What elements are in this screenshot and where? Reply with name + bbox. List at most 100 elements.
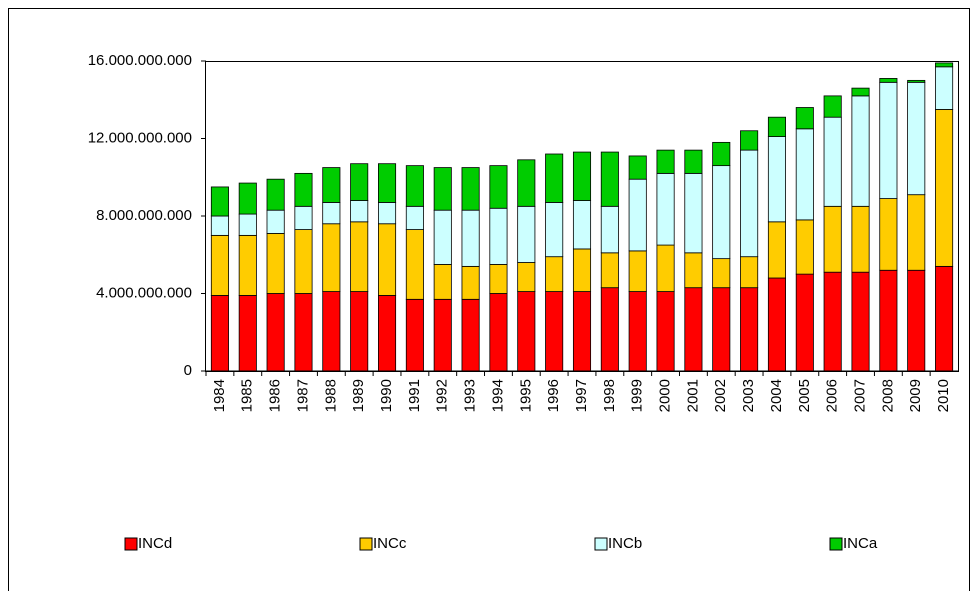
bar-segment	[545, 202, 564, 258]
x-tick-label: 1988	[322, 379, 339, 412]
bar-segment	[823, 116, 842, 207]
x-tick-label: 1998	[601, 379, 618, 412]
bar-segment	[851, 95, 870, 207]
x-tick-label: 1990	[378, 379, 395, 412]
bar-segment	[461, 265, 480, 300]
bar-segment	[378, 223, 397, 296]
legend-swatch	[594, 537, 608, 551]
legend-swatch	[124, 537, 138, 551]
bar-segment	[378, 202, 397, 225]
x-tick-label: 1989	[350, 379, 367, 412]
bar-segment	[879, 198, 898, 271]
bar-segment	[210, 186, 229, 217]
bar-segment	[823, 95, 842, 118]
bar-segment	[210, 295, 229, 372]
x-tick-label: 2010	[935, 379, 952, 412]
bar-segment	[684, 287, 703, 372]
x-tick-label: 1997	[573, 379, 590, 412]
bar-segment	[322, 223, 341, 292]
bar-segment	[712, 165, 731, 260]
bar-segment	[378, 295, 397, 372]
bar-segment	[210, 215, 229, 236]
bar-segment	[433, 209, 452, 265]
x-tick-label: 2001	[684, 379, 701, 412]
bar-segment	[851, 205, 870, 273]
bar-segment	[684, 252, 703, 289]
bar-segment	[378, 163, 397, 203]
x-tick-label: 1995	[517, 379, 534, 412]
x-tick-label: 2004	[768, 379, 785, 412]
bar-segment	[656, 244, 675, 292]
x-tick-label: 1996	[545, 379, 562, 412]
bar-segment	[350, 221, 369, 292]
bar-segment	[517, 291, 536, 372]
y-tick-label: 12.000.000.000	[88, 129, 192, 146]
bar-segment	[656, 172, 675, 246]
bar-segment	[461, 298, 480, 372]
x-tick-label: 1991	[406, 379, 423, 412]
bar-segment	[795, 219, 814, 275]
x-tick-label: 1992	[434, 379, 451, 412]
legend-swatch	[359, 537, 373, 551]
bar-segment	[628, 291, 647, 372]
bar-segment	[600, 151, 619, 207]
bar-segment	[572, 248, 592, 292]
bar-segment	[656, 149, 675, 174]
bar-segment	[266, 233, 285, 294]
bar-segment	[628, 250, 647, 292]
bar-segment	[935, 109, 954, 267]
bar-segment	[545, 153, 564, 203]
bar-segment	[907, 194, 926, 271]
bar-segment	[489, 293, 508, 372]
bar-segment	[879, 269, 898, 372]
bar-segment	[294, 293, 313, 372]
bar-segment	[433, 264, 452, 300]
bar-segment	[740, 256, 759, 289]
bar-segment	[795, 128, 814, 221]
bar-segment	[851, 87, 870, 97]
bar-segment	[405, 165, 424, 207]
bar-segment	[795, 107, 814, 130]
bar-segment	[322, 167, 341, 203]
bar-segment	[350, 163, 369, 201]
bar-segment	[238, 295, 257, 372]
bar-segment	[238, 182, 257, 215]
bar-segment	[545, 256, 564, 292]
x-tick-label: 2005	[796, 379, 813, 412]
legend-label: INCb	[608, 535, 642, 552]
bar-segment	[545, 291, 564, 372]
bar-segment	[266, 178, 285, 211]
bar-segment	[823, 271, 842, 372]
bar-segment	[935, 265, 954, 372]
bar-segment	[879, 81, 898, 199]
bar-segment	[322, 202, 341, 225]
bar-segment	[572, 200, 592, 250]
x-tick-label: 1985	[239, 379, 256, 412]
bar-segment	[851, 271, 870, 372]
bar-segment	[461, 209, 480, 267]
bar-segment	[600, 252, 619, 289]
x-tick-label: 2003	[740, 379, 757, 412]
bar-segment	[433, 298, 452, 372]
legend-label: INCc	[373, 535, 407, 552]
bar-segment	[740, 149, 759, 258]
bar-segment	[517, 262, 536, 292]
bar-segment	[266, 293, 285, 372]
bar-segment	[935, 62, 954, 68]
bar-segment	[238, 213, 257, 236]
bar-segment	[740, 130, 759, 151]
y-tick-label: 16.000.000.000	[88, 52, 192, 69]
bar-segment	[294, 205, 313, 230]
legend-label: INCa	[843, 535, 878, 552]
bar-segment	[322, 291, 341, 372]
bar-segment	[767, 221, 786, 279]
bar-segment	[712, 258, 731, 289]
bar-segment	[489, 207, 508, 265]
bar-segment	[461, 167, 480, 211]
x-tick-label: 2006	[824, 379, 841, 412]
bar-segment	[935, 66, 954, 110]
bar-segment	[294, 172, 313, 207]
bar-segment	[712, 287, 731, 372]
bar-segment	[767, 277, 786, 372]
